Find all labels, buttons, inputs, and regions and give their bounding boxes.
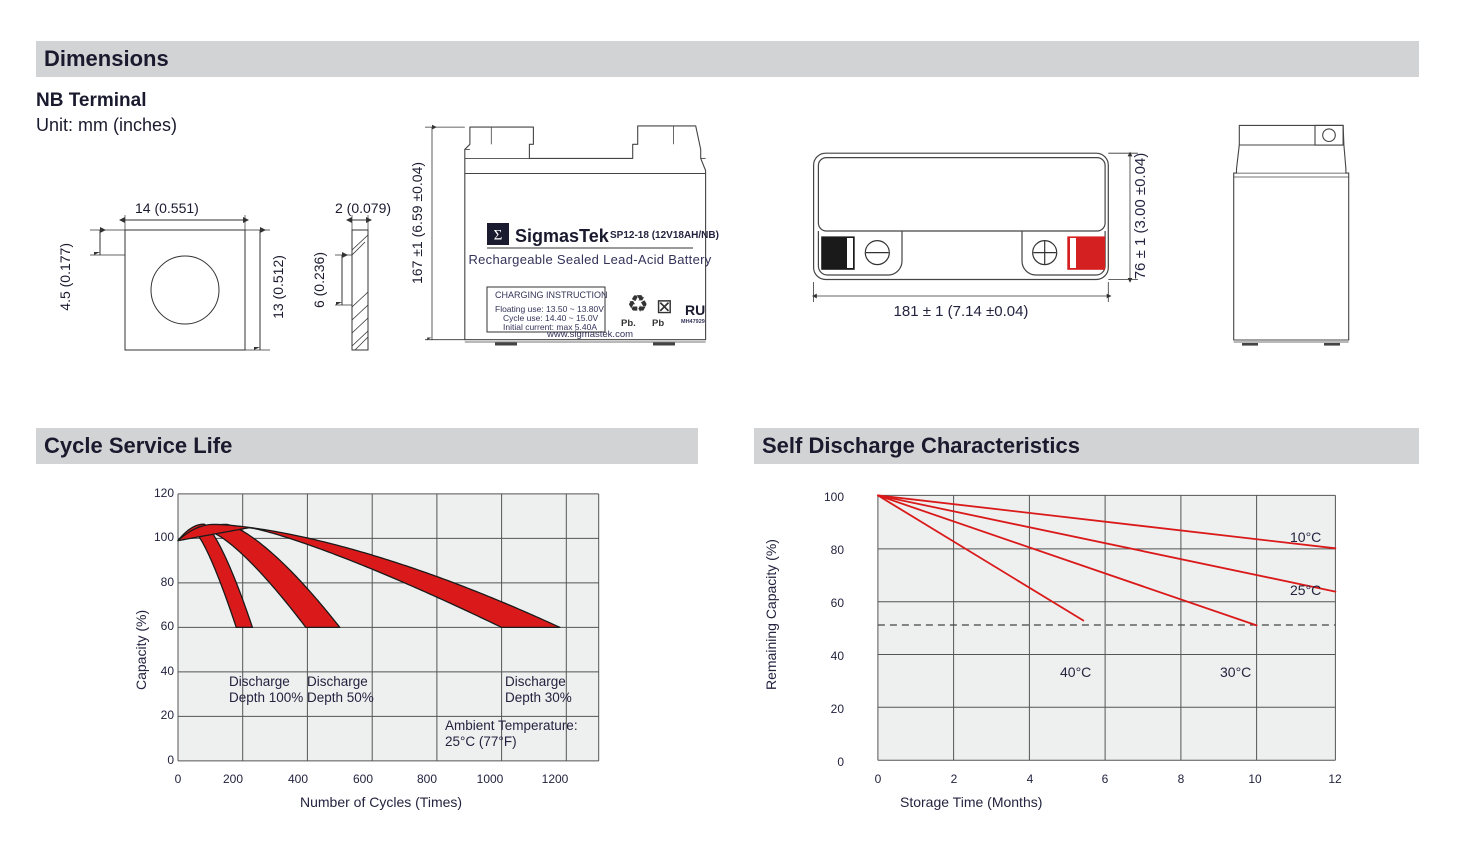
svg-text:www.sigmastek.com: www.sigmastek.com xyxy=(546,329,633,340)
svg-text:25°C (77°F): 25°C (77°F) xyxy=(445,734,517,749)
svg-text:40°C: 40°C xyxy=(1060,664,1091,680)
svg-text:76 ± 1 (3.00 ±0.04): 76 ± 1 (3.00 ±0.04) xyxy=(1132,153,1149,280)
svg-text:10°C: 10°C xyxy=(1290,529,1321,545)
svg-text:Depth 30%: Depth 30% xyxy=(505,690,572,705)
svg-text:RU: RU xyxy=(685,302,705,318)
svg-text:Depth 50%: Depth 50% xyxy=(307,690,374,705)
svg-text:13 (0.512): 13 (0.512) xyxy=(270,255,286,319)
svg-text:Ambient Temperature:: Ambient Temperature: xyxy=(445,718,578,733)
svg-text:Σ: Σ xyxy=(494,228,503,244)
svg-text:Discharge: Discharge xyxy=(307,674,368,689)
svg-text:Discharge: Discharge xyxy=(505,674,566,689)
svg-text:MH47929: MH47929 xyxy=(681,319,705,325)
svg-text:167 ±1 (6.59 ±0.04): 167 ±1 (6.59 ±0.04) xyxy=(409,162,425,284)
svg-text:♻: ♻ xyxy=(627,291,649,318)
svg-text:14 (0.551): 14 (0.551) xyxy=(135,200,199,216)
svg-text:4.5 (0.177): 4.5 (0.177) xyxy=(57,243,73,311)
svg-text:Discharge: Discharge xyxy=(229,674,290,689)
svg-text:CHARGING INSTRUCTION: CHARGING INSTRUCTION xyxy=(495,290,608,300)
svg-text:2 (0.079): 2 (0.079) xyxy=(335,200,391,216)
svg-text:6 (0.236): 6 (0.236) xyxy=(311,252,327,308)
svg-text:25°C: 25°C xyxy=(1290,582,1321,598)
svg-text:SigmasTek: SigmasTek xyxy=(515,226,610,246)
svg-text:181 ± 1 (7.14 ±0.04): 181 ± 1 (7.14 ±0.04) xyxy=(894,303,1029,320)
svg-text:30°C: 30°C xyxy=(1220,664,1251,680)
svg-text:Depth 100%: Depth 100% xyxy=(229,690,303,705)
svg-text:Pb: Pb xyxy=(652,318,664,329)
svg-text:SP12-18 (12V18AH/NB): SP12-18 (12V18AH/NB) xyxy=(610,230,719,241)
svg-text:Rechargeable Sealed Lead-Acid: Rechargeable Sealed Lead-Acid Battery xyxy=(468,252,711,267)
svg-text:⊠: ⊠ xyxy=(656,296,673,318)
svg-text:Pb.: Pb. xyxy=(621,318,636,329)
